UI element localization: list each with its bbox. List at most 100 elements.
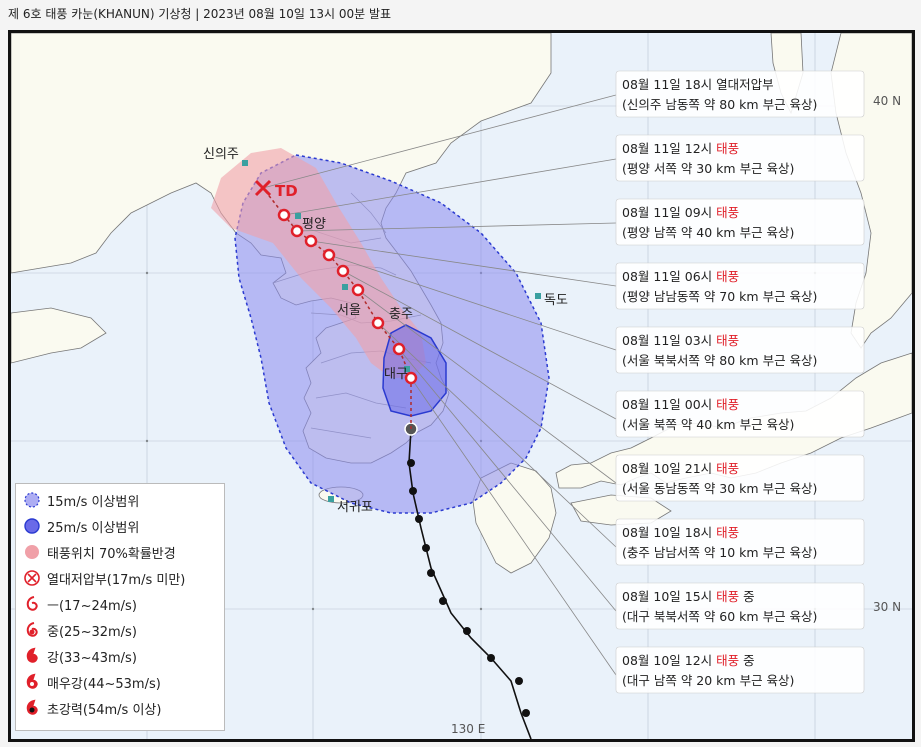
forecast-datetime: 08월 11일 18시 <box>622 77 716 92</box>
forecast-label-bg <box>615 518 865 566</box>
forecast-label-box: 08월 11일 00시 태풍 (서울 북쪽 약 40 km 부근 육상) <box>615 390 865 438</box>
forecast-datetime: 08월 11일 09시 <box>622 205 716 220</box>
legend-item-strong: 강(33~43m/s) <box>22 644 137 668</box>
city-label-sinuiju: 신의주 <box>203 147 239 162</box>
forecast-time-line: 08월 10일 21시 태풍 <box>622 461 739 476</box>
forecast-label-box: 08월 11일 18시 열대저압부 (신의주 남동쪽 약 80 km 부근 육상) <box>615 70 865 118</box>
forecast-location-line: (평양 남남동쪽 약 70 km 부근 육상) <box>622 289 817 304</box>
city-markers <box>242 160 541 502</box>
forecast-label-bg <box>615 646 865 694</box>
legend-label: 초강력(54m/s 이상) <box>47 702 162 718</box>
forecast-label-bg <box>615 582 865 630</box>
legend-item-probability: 태풍위치 70%확률반경 <box>22 540 176 564</box>
forecast-status-suffix: 중 <box>739 653 754 668</box>
forecast-location-line: (평양 남쪽 약 40 km 부근 육상) <box>622 225 794 240</box>
forecast-time-line: 08월 10일 15시 태풍 중 <box>622 589 755 604</box>
legend-item-medium: 중(25~32m/s) <box>22 618 137 642</box>
forecast-location-line: (대구 남쪽 약 20 km 부근 육상) <box>622 673 794 688</box>
city-label-seogwipo: 서귀포 <box>337 500 373 515</box>
past-track-points <box>407 459 530 717</box>
forecast-location-line: (신의주 남동쪽 약 80 km 부근 육상) <box>622 97 817 112</box>
forecast-label-bg <box>615 70 865 118</box>
legend-label: 25m/s 이상범위 <box>47 520 140 536</box>
forecast-track-line <box>262 187 412 429</box>
forecast-time-line: 08월 11일 18시 열대저압부 <box>622 77 774 92</box>
forecast-label-box: 08월 11일 03시 태풍 (서울 북북서쪽 약 80 km 부근 육상) <box>615 326 865 374</box>
forecast-location-line: (평양 서쪽 약 30 km 부근 육상) <box>622 161 794 176</box>
forecast-label-box: 08월 11일 06시 태풍 (평양 남남동쪽 약 70 km 부근 육상) <box>615 262 865 310</box>
forecast-location-line: (서울 동남동쪽 약 30 km 부근 육상) <box>622 481 817 496</box>
forecast-points <box>277 208 418 385</box>
grid-label-30n: 30 N <box>873 600 901 614</box>
legend-label: 매우강(44~53m/s) <box>47 676 161 692</box>
forecast-label-bg <box>615 198 865 246</box>
forecast-label-bg <box>615 134 865 182</box>
legend-item-25ms: 25m/s 이상범위 <box>22 514 139 538</box>
legend-label: 강(33~43m/s) <box>47 650 137 666</box>
probability-circle-icon <box>22 542 42 562</box>
city-label-chungju: 충주 <box>389 307 413 322</box>
forecast-time-line: 08월 10일 18시 태풍 <box>622 525 739 540</box>
typhoon-very-strong-icon <box>22 672 42 692</box>
forecast-datetime: 08월 11일 03시 <box>622 333 716 348</box>
legend-item-super-strong: 초강력(54m/s 이상) <box>22 696 161 720</box>
forecast-location-line: (서울 북북서쪽 약 80 km 부근 육상) <box>622 353 817 368</box>
legend-label: 열대저압부(17m/s 미만) <box>47 572 186 588</box>
forecast-time-line: 08월 10일 12시 태풍 중 <box>622 653 755 668</box>
forecast-time-line: 08월 11일 00시 태풍 <box>622 397 739 412</box>
typhoon-map-frame: TD 신의주 평양 서울 충주 대구 독도 서귀포 40 N 30 N 130 … <box>8 30 915 742</box>
forecast-status: 태풍 <box>716 397 739 412</box>
city-label-dokdo: 독도 <box>544 293 568 308</box>
forecast-datetime: 08월 10일 21시 <box>622 461 716 476</box>
forecast-datetime: 08월 11일 06시 <box>622 269 716 284</box>
typhoon-strong-icon <box>22 646 42 666</box>
typhoon-super-strong-icon <box>22 698 42 718</box>
forecast-status: 태풍 <box>716 461 739 476</box>
forecast-datetime: 08월 10일 12시 <box>622 653 716 668</box>
legend: 15m/s 이상범위 25m/s 이상범위 태풍위치 70%확률반경 열대저압부… <box>15 483 225 731</box>
forecast-status-suffix: 중 <box>739 589 754 604</box>
legend-label: ㅡ(17~24m/s) <box>47 598 137 614</box>
forecast-status: 태풍 <box>716 525 739 540</box>
legend-item-very-strong: 매우강(44~53m/s) <box>22 670 161 694</box>
forecast-datetime: 08월 11일 12시 <box>622 141 716 156</box>
forecast-label-bg <box>615 262 865 310</box>
forecast-status: 태풍 <box>716 653 739 668</box>
forecast-location-line: (서울 북쪽 약 40 km 부근 육상) <box>622 417 794 432</box>
forecast-time-line: 08월 11일 12시 태풍 <box>622 141 739 156</box>
legend-label: 중(25~32m/s) <box>47 624 137 640</box>
forecast-location-line: (충주 남남서쪽 약 10 km 부근 육상) <box>622 545 817 560</box>
forecast-labels: 08월 11일 18시 열대저압부 (신의주 남동쪽 약 80 km 부근 육상)… <box>615 70 865 694</box>
forecast-status: 태풍 <box>716 205 739 220</box>
legend-item-15ms: 15m/s 이상범위 <box>22 488 139 512</box>
grid-label-130e: 130 E <box>451 722 485 736</box>
forecast-status: 열대저압부 <box>716 77 774 92</box>
forecast-label-box: 08월 10일 15시 태풍 중 (대구 북북서쪽 약 60 km 부근 육상) <box>615 582 865 630</box>
forecast-time-line: 08월 11일 09시 태풍 <box>622 205 739 220</box>
td-label: TD <box>275 182 298 200</box>
typhoon-normal-icon <box>22 594 42 614</box>
city-label-daegu: 대구 <box>384 367 408 382</box>
city-label-seoul: 서울 <box>337 303 361 318</box>
header-bar: 제 6호 태풍 카눈(KHANUN) 기상청 | 2023년 08월 10일 1… <box>0 0 921 28</box>
forecast-status: 태풍 <box>716 141 739 156</box>
page-title: 제 6호 태풍 카눈(KHANUN) 기상청 | 2023년 08월 10일 1… <box>8 7 392 21</box>
forecast-time-line: 08월 11일 06시 태풍 <box>622 269 739 284</box>
forecast-label-box: 08월 10일 18시 태풍 (충주 남남서쪽 약 10 km 부근 육상) <box>615 518 865 566</box>
wind-25-circle-icon <box>22 516 42 536</box>
forecast-status: 태풍 <box>716 269 739 284</box>
wind-15-circle-icon <box>22 490 42 510</box>
forecast-datetime: 08월 10일 18시 <box>622 525 716 540</box>
forecast-label-box: 08월 11일 12시 태풍 (평양 서쪽 약 30 km 부근 육상) <box>615 134 865 182</box>
forecast-label-box: 08월 10일 12시 태풍 중 (대구 남쪽 약 20 km 부근 육상) <box>615 646 865 694</box>
forecast-location-line: (대구 북북서쪽 약 60 km 부근 육상) <box>622 609 817 624</box>
legend-item-td: 열대저압부(17m/s 미만) <box>22 566 185 590</box>
legend-label: 15m/s 이상범위 <box>47 494 140 510</box>
legend-label: 태풍위치 70%확률반경 <box>47 546 176 562</box>
japan-kyushu-land <box>472 462 557 574</box>
forecast-status: 태풍 <box>716 589 739 604</box>
legend-item-normal: ㅡ(17~24m/s) <box>22 592 137 616</box>
forecast-time-line: 08월 11일 03시 태풍 <box>622 333 739 348</box>
forecast-label-bg <box>615 454 865 502</box>
forecast-label-bg <box>615 326 865 374</box>
